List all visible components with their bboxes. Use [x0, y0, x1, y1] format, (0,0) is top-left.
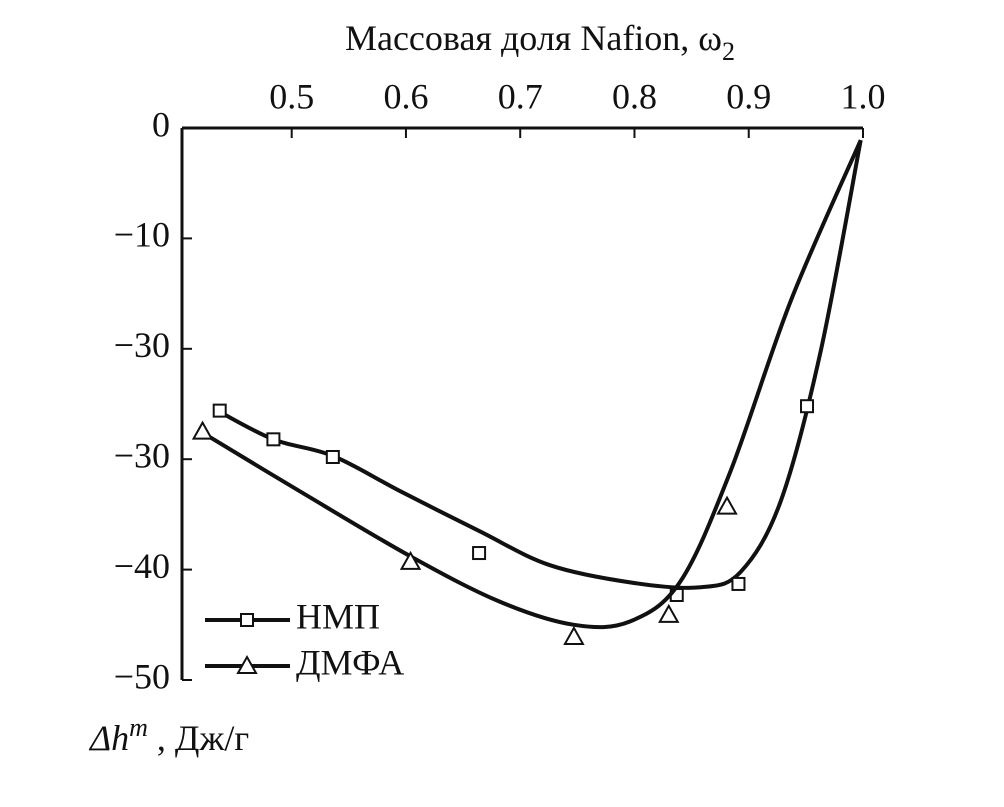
- y-tick-label: −30: [114, 325, 170, 365]
- x-axis-title: Массовая доля Nafion, ω2: [345, 18, 735, 66]
- x-tick-label: 0.6: [383, 76, 428, 116]
- x-tick-label: 0.9: [726, 76, 771, 116]
- y-tick-label: −10: [114, 215, 170, 255]
- y-label-unit: , Дж/г: [148, 718, 249, 758]
- y-label-symbol: Δh: [88, 718, 129, 758]
- fit-curve: [216, 139, 863, 590]
- marker-square: [731, 576, 746, 591]
- y-label-superscript: m: [129, 713, 148, 742]
- x-tick-label: 1.0: [841, 76, 886, 116]
- x-label: Массовая доля Nafion, ω: [345, 18, 722, 58]
- marker-triangle: [658, 603, 680, 623]
- y-tick-label: −40: [114, 546, 170, 586]
- y-tick-label: −30: [114, 435, 170, 475]
- y-tick-label: −50: [114, 656, 170, 696]
- legend-marker: [240, 613, 254, 627]
- marker-square: [325, 449, 340, 464]
- fit-curve: [201, 139, 863, 630]
- marker-triangle: [399, 550, 422, 570]
- legend-label: ДМФА: [296, 642, 404, 682]
- marker-triangle: [191, 420, 214, 440]
- marker-square: [212, 403, 227, 418]
- marker-square: [472, 546, 487, 561]
- marker-square: [266, 432, 281, 447]
- x-tick-label: 0.8: [612, 76, 657, 116]
- y-axis-title: Δhm , Дж/г: [88, 713, 249, 758]
- x-tick-label: 0.5: [269, 76, 314, 116]
- marker-triangle: [563, 625, 585, 645]
- legend-marker: [236, 654, 258, 674]
- marker-square: [800, 399, 815, 414]
- legend-label: НМП: [296, 596, 380, 636]
- x-tick-label: 0.7: [498, 76, 543, 116]
- y-tick-label: 0: [152, 104, 170, 144]
- marker-triangle: [716, 495, 738, 515]
- x-label-subscript: 2: [722, 37, 735, 66]
